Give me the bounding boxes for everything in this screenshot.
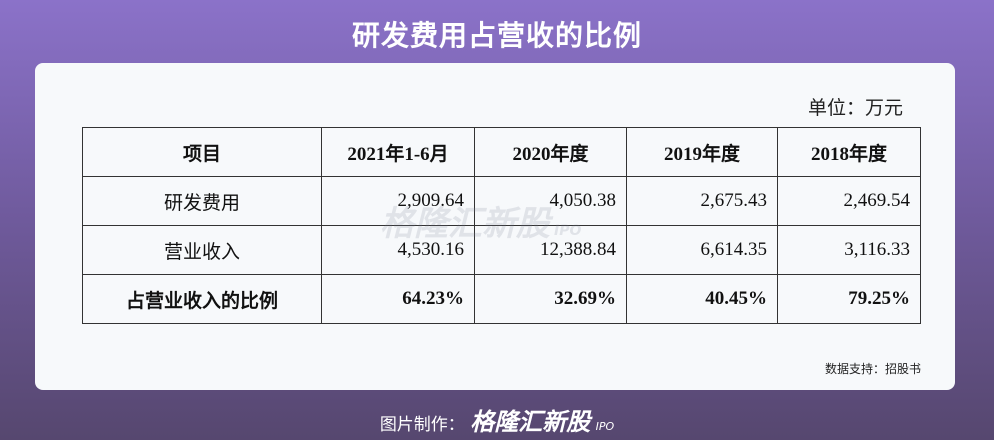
column-header: 2019年度: [626, 127, 778, 177]
footer: 图片制作： 格隆汇新股 IPO: [0, 402, 994, 437]
source: 数据支持：招股书: [824, 362, 921, 376]
table-row: 营业收入 4,530.16 12,388.84 6,614.35 3,116.33: [82, 225, 921, 275]
cell: 4,050.38: [474, 176, 627, 226]
watermark-tag: IPO: [554, 223, 582, 239]
cell: 40.45%: [626, 274, 778, 324]
header-row: 项目 2021年1-6月 2020年度 2019年度 2018年度: [82, 127, 921, 177]
cell: 6,614.35: [626, 225, 778, 275]
column-header: 2020年度: [474, 127, 627, 177]
row-label: 研发费用: [82, 176, 322, 226]
footer-brand: 格隆汇新股: [470, 408, 591, 436]
footer-label: 图片制作：: [379, 415, 465, 435]
cell: 79.25%: [777, 274, 921, 324]
cell: 32.69%: [474, 274, 627, 324]
row-label: 营业收入: [82, 225, 322, 275]
title: 研发费用占营收的比例: [351, 19, 642, 52]
cell: 4,530.16: [321, 225, 475, 275]
cell: 2,909.64: [321, 176, 475, 226]
cell: 2,469.54: [777, 176, 921, 226]
watermark: 格隆汇新股 IPO: [380, 196, 581, 245]
table-row: 研发费用 2,909.64 4,050.38 2,675.43 2,469.54: [82, 176, 921, 226]
column-header: 项目: [82, 127, 322, 177]
watermark-brand: 格隆汇新股: [380, 204, 550, 244]
row-label: 占营业收入的比例: [82, 274, 322, 324]
cell: 64.23%: [321, 274, 475, 324]
column-header: 2018年度: [777, 127, 921, 177]
unit: 单位：万元: [807, 98, 903, 119]
table: 项目 2021年1-6月 2020年度 2019年度 2018年度 研发费用 2,909.6…: [82, 127, 921, 324]
card: 单位：万元 项目 2021年1-6月 2020年度 2019年度 2018年度 研发费用 2…: [35, 63, 955, 390]
cell: 3,116.33: [777, 225, 921, 275]
cell: 2,675.43: [626, 176, 778, 226]
footer-tag: IPO: [595, 420, 615, 433]
cell: 12,388.84: [474, 225, 627, 275]
table-row: 占营业收入的比例 64.23% 32.69% 40.45% 79.25%: [82, 274, 921, 324]
column-header: 2021年1-6月: [321, 127, 475, 177]
